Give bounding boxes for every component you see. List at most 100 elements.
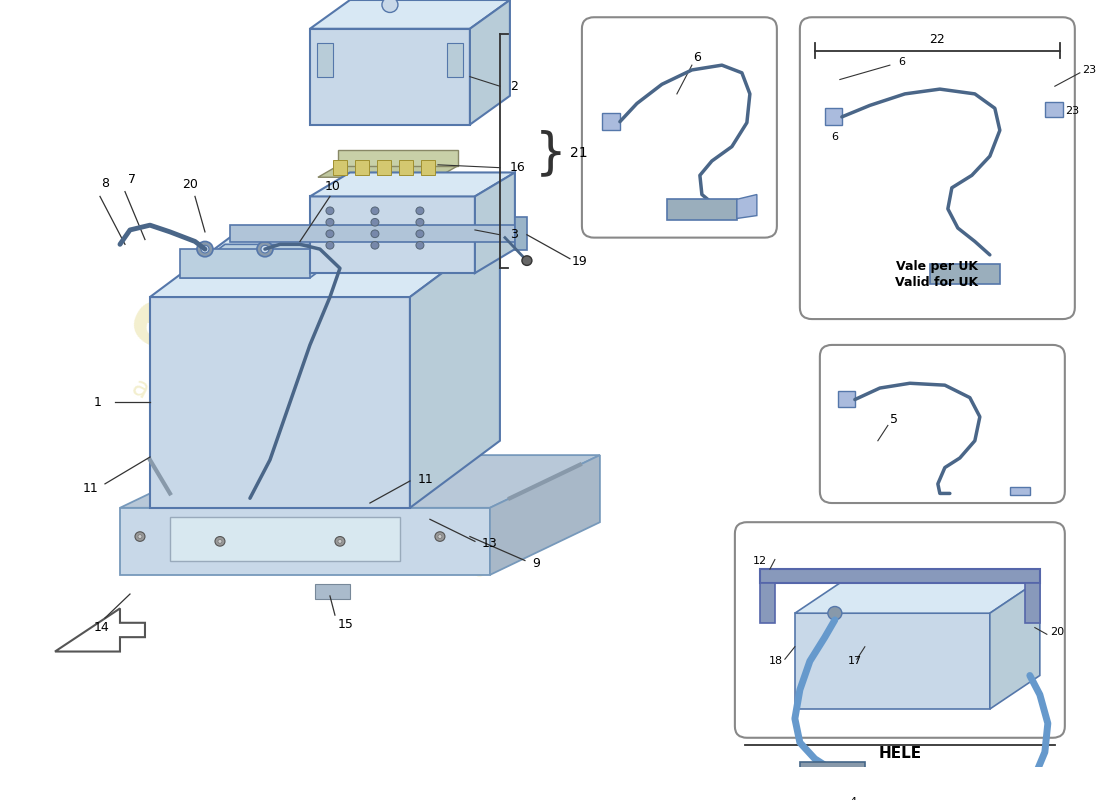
Polygon shape (1045, 102, 1063, 117)
Polygon shape (170, 518, 400, 561)
Circle shape (371, 242, 378, 249)
Text: 11: 11 (82, 482, 98, 495)
Circle shape (438, 534, 442, 538)
Circle shape (371, 218, 378, 226)
Circle shape (521, 256, 532, 266)
FancyBboxPatch shape (800, 18, 1075, 319)
Circle shape (197, 242, 213, 257)
Polygon shape (1010, 486, 1030, 495)
Circle shape (214, 537, 225, 546)
Circle shape (334, 537, 345, 546)
Text: 20: 20 (182, 178, 198, 191)
Polygon shape (737, 194, 757, 218)
Text: 13: 13 (482, 537, 497, 550)
Circle shape (326, 230, 334, 238)
Circle shape (828, 606, 842, 620)
Polygon shape (475, 173, 515, 273)
Circle shape (138, 534, 142, 538)
Polygon shape (930, 265, 1000, 284)
Polygon shape (338, 150, 458, 166)
Text: 11: 11 (418, 473, 433, 486)
Polygon shape (825, 108, 842, 125)
Text: 6: 6 (832, 132, 838, 142)
Circle shape (218, 539, 222, 543)
Circle shape (257, 242, 273, 257)
Text: 14: 14 (95, 621, 110, 634)
Circle shape (382, 0, 398, 13)
Polygon shape (800, 762, 865, 800)
Polygon shape (318, 166, 458, 178)
Polygon shape (760, 582, 774, 622)
Polygon shape (760, 569, 1040, 582)
Text: euröparts: euröparts (116, 279, 524, 545)
FancyBboxPatch shape (582, 18, 777, 238)
Text: }: } (535, 130, 566, 178)
Circle shape (371, 230, 378, 238)
Text: 17: 17 (848, 656, 862, 666)
Text: HELE: HELE (878, 746, 922, 761)
Text: 10: 10 (324, 180, 341, 194)
Polygon shape (602, 113, 620, 130)
Text: Vale per UK: Vale per UK (895, 260, 978, 273)
Circle shape (201, 246, 209, 253)
Text: 7: 7 (128, 173, 136, 186)
Polygon shape (120, 455, 600, 508)
Text: 15: 15 (338, 618, 354, 631)
Circle shape (371, 207, 378, 214)
Text: Valid for UK: Valid for UK (895, 276, 978, 289)
Polygon shape (310, 173, 515, 197)
Polygon shape (1025, 582, 1040, 622)
Text: 23: 23 (1081, 65, 1096, 75)
Polygon shape (421, 160, 434, 175)
Polygon shape (310, 0, 510, 29)
Text: a leading car parts since 1985: a leading car parts since 1985 (126, 374, 493, 585)
Text: 4: 4 (850, 797, 857, 800)
FancyBboxPatch shape (820, 345, 1065, 503)
Polygon shape (150, 297, 410, 508)
Circle shape (416, 207, 424, 214)
Polygon shape (667, 199, 737, 220)
Circle shape (326, 218, 334, 226)
Text: 3: 3 (510, 228, 518, 242)
Circle shape (261, 246, 270, 253)
Text: 1: 1 (95, 396, 102, 409)
Circle shape (416, 230, 424, 238)
Polygon shape (470, 0, 510, 125)
Circle shape (338, 539, 342, 543)
Polygon shape (150, 230, 499, 297)
Text: 9: 9 (532, 557, 540, 570)
Polygon shape (785, 776, 800, 790)
Polygon shape (490, 455, 600, 575)
Polygon shape (410, 230, 499, 508)
Text: 12: 12 (752, 557, 767, 566)
Polygon shape (515, 218, 527, 250)
Circle shape (416, 218, 424, 226)
FancyBboxPatch shape (735, 522, 1065, 738)
Text: 2: 2 (510, 80, 518, 93)
Polygon shape (447, 43, 463, 77)
Circle shape (326, 242, 334, 249)
Text: 6: 6 (898, 58, 905, 67)
Text: 22: 22 (930, 33, 945, 46)
Polygon shape (990, 580, 1040, 709)
Polygon shape (55, 609, 145, 651)
Polygon shape (399, 160, 412, 175)
Text: 20: 20 (1049, 627, 1064, 638)
Circle shape (416, 242, 424, 249)
Polygon shape (310, 29, 470, 125)
Text: 16: 16 (510, 161, 526, 174)
Polygon shape (333, 160, 346, 175)
Circle shape (326, 207, 334, 214)
Text: 19: 19 (572, 255, 587, 268)
Text: 23: 23 (1065, 106, 1079, 116)
Polygon shape (355, 160, 368, 175)
Polygon shape (180, 249, 310, 278)
Polygon shape (315, 585, 350, 599)
Polygon shape (230, 225, 515, 242)
Text: 5: 5 (890, 413, 898, 426)
Polygon shape (120, 508, 490, 575)
Text: 8: 8 (101, 178, 109, 190)
Text: 21: 21 (570, 146, 587, 160)
Text: 6: 6 (693, 51, 701, 64)
Circle shape (135, 532, 145, 542)
